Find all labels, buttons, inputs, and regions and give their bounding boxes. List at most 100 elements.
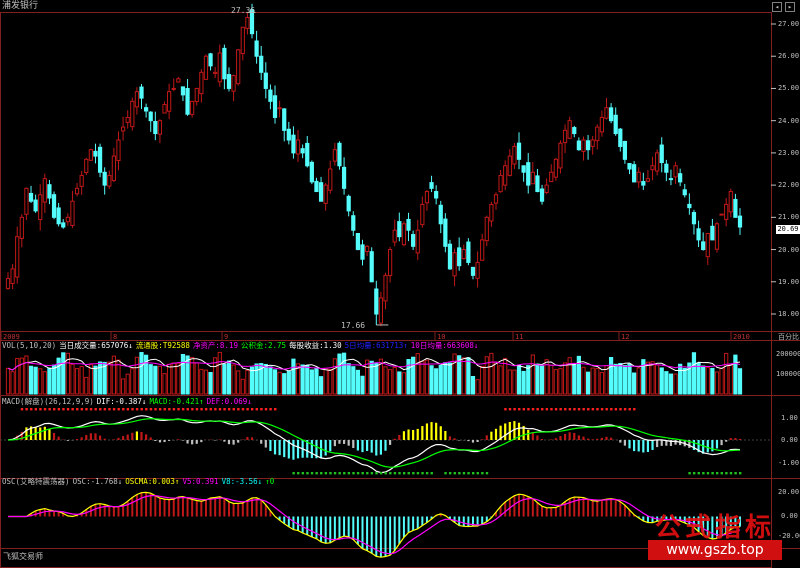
volume-bar	[618, 363, 623, 395]
oscma-line	[8, 495, 741, 555]
volume-bar	[691, 352, 697, 395]
volume-bar	[401, 372, 407, 395]
macd-value: DEF:0.069↓	[206, 397, 252, 406]
macd-signal-dot	[57, 408, 61, 411]
macd-signal-dot	[39, 408, 42, 411]
candle-body	[222, 47, 227, 80]
volume-bar	[70, 363, 75, 395]
volume-bar	[613, 363, 618, 395]
candle-body	[97, 146, 103, 173]
macd-signal-dot	[729, 472, 733, 475]
volume-bar	[194, 362, 199, 395]
macd-signal-dot	[306, 472, 309, 475]
volume-bar	[97, 361, 103, 395]
volume-bar	[378, 358, 384, 395]
volume-bar	[466, 357, 471, 395]
volume-bar	[498, 365, 503, 395]
macd-value: MACD(解盘)(26,12,9,9)	[2, 397, 94, 406]
volume-bar	[687, 362, 692, 395]
volume-value: 每股收益:1.30	[289, 341, 342, 350]
volume-bar	[581, 366, 586, 395]
macd-signal-dot	[688, 472, 691, 475]
macd-signal-dot	[126, 408, 130, 411]
watermark-title: 公式指标	[655, 513, 776, 543]
volume-bar	[74, 368, 80, 395]
candle-body	[245, 17, 250, 29]
candle-body	[627, 163, 632, 170]
macd-signal-dot	[389, 472, 392, 475]
candle-body	[668, 178, 674, 181]
candle-body	[461, 249, 466, 260]
macd-signal-dot	[361, 472, 364, 475]
macd-signal-dot	[204, 408, 208, 411]
candle-body	[130, 100, 135, 128]
volume-bar	[199, 368, 204, 395]
volume-bar	[351, 366, 356, 395]
volume-bar	[190, 356, 195, 395]
macd-signal-dot	[384, 472, 387, 475]
macd-signal-dot	[614, 408, 618, 411]
candle-body	[153, 121, 158, 135]
macd-signal-dot	[398, 472, 401, 475]
macd-signal-dot	[320, 472, 323, 475]
macd-signal-dot	[356, 472, 360, 475]
macd-signal-dot	[181, 408, 185, 411]
macd-signal-dot	[633, 408, 636, 411]
volume-bar	[245, 370, 250, 395]
candle-body	[484, 216, 489, 242]
candle-body	[346, 195, 351, 212]
candle-body	[378, 297, 384, 324]
candle-body	[489, 203, 494, 222]
volume-bar	[120, 378, 126, 395]
volume-bar	[171, 362, 176, 395]
candle-body	[33, 199, 38, 212]
volume-bar	[452, 353, 457, 395]
volume-bar	[10, 371, 15, 395]
osc-value: OSCMA:0.003↑	[125, 477, 180, 486]
scroll-left-icon[interactable]: ◂	[772, 2, 782, 12]
scroll-right-icon[interactable]: ▸	[785, 2, 795, 12]
candle-body	[622, 140, 628, 160]
osc-value: V5:0.391	[182, 477, 219, 486]
osc-value: ↑0	[265, 477, 275, 486]
macd-signal-dot	[186, 408, 189, 411]
volume-bar	[125, 373, 130, 395]
macd-signal-dot	[301, 472, 305, 475]
candle-body	[56, 207, 61, 225]
volume-bar	[208, 371, 213, 395]
volume-bar	[5, 367, 11, 395]
candle-body	[203, 55, 209, 80]
volume-bar	[526, 365, 531, 395]
candle-body	[332, 149, 337, 162]
volume-bar	[148, 364, 153, 395]
volume-bar	[107, 361, 112, 395]
macd-signal-dot	[53, 408, 56, 411]
osc-indicator-header[interactable]: OSC(艾略特震荡器) OSC:-1.768↓ OSCMA:0.003↑ V5:0.3…	[2, 477, 277, 486]
osc-axis-label: -20.00	[778, 532, 800, 540]
candle-body	[562, 129, 568, 144]
candle-body	[443, 218, 448, 247]
candle-body	[535, 175, 540, 193]
candle-body	[15, 236, 20, 278]
candle-body	[724, 203, 729, 220]
volume-bar	[286, 371, 291, 395]
volume-bar	[134, 356, 140, 395]
macd-indicator-header[interactable]: MACD(解盘)(26,12,9,9) DIF:-0.387↓ MACD:-0.42…	[2, 397, 255, 406]
macd-signal-dot	[366, 472, 369, 475]
candle-body	[295, 139, 301, 155]
candle-body	[415, 229, 420, 254]
candle-body	[429, 182, 434, 189]
low-price-label: 17.66	[341, 321, 366, 330]
candle-body	[719, 213, 724, 216]
macd-signal-dot	[324, 472, 328, 475]
volume-bar	[659, 367, 664, 395]
volume-bar	[728, 364, 733, 395]
candle-body	[530, 171, 535, 185]
macd-signal-dot	[172, 408, 176, 411]
candle-body	[107, 174, 112, 187]
volume-bar	[438, 364, 443, 395]
candle-body	[231, 75, 236, 92]
candle-body	[249, 9, 255, 35]
volume-indicator-header[interactable]: VOL(5,10,20) 当日成交量:657076↓ 流通股:T92588 净资产:8…	[2, 341, 481, 350]
volume-bar	[33, 366, 38, 395]
